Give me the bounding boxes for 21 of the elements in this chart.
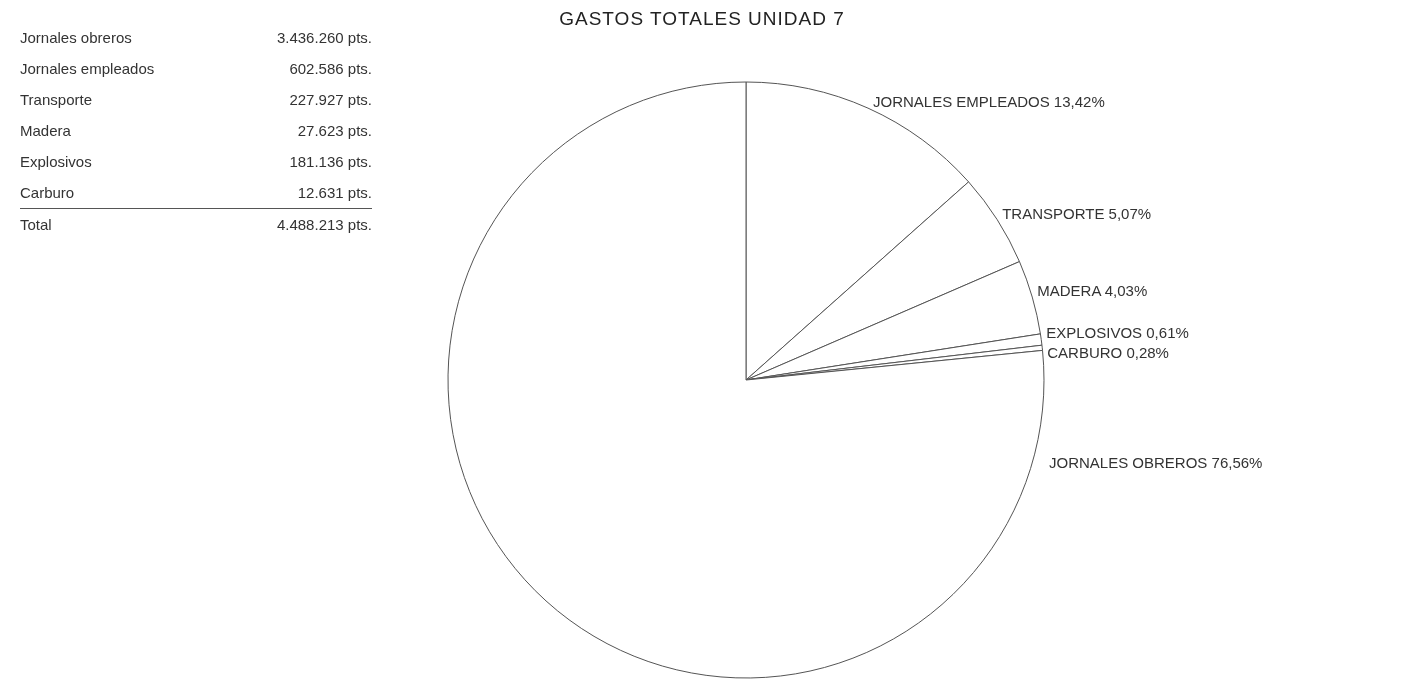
slice-label: JORNALES OBREROS 76,56% [1049, 454, 1263, 472]
slice-label: EXPLOSIVOS 0,61% [1046, 324, 1189, 342]
chart-title: GASTOS TOTALES UNIDAD 7 [558, 8, 846, 30]
slice-label: TRANSPORTE 5,07% [1002, 204, 1152, 222]
category-label: Explosivos [20, 153, 92, 170]
text: 12.631 pts. [297, 184, 372, 201]
text: 227.927 pts. [289, 91, 372, 108]
category-label: Transporte [20, 91, 92, 108]
category-label: Jornales empleados [20, 60, 155, 77]
text: 4.488.213 pts. [276, 216, 372, 233]
slice-label: MADERA 4,03% [1037, 282, 1148, 300]
category-label: Carburo [20, 184, 75, 201]
slice-label: CARBURO 0,28% [1047, 344, 1169, 362]
category-label: Madera [20, 122, 71, 139]
category-label: Jornales obreros [20, 29, 132, 46]
slice-label: JORNALES EMPLEADOS 13,42% [872, 93, 1105, 111]
text: 181.136 pts. [289, 153, 372, 170]
category-label: Total [20, 216, 52, 233]
text: 602.586 pts. [289, 60, 372, 77]
text: 27.623 pts. [297, 122, 372, 139]
text: 3.436.260 pts. [276, 29, 372, 46]
